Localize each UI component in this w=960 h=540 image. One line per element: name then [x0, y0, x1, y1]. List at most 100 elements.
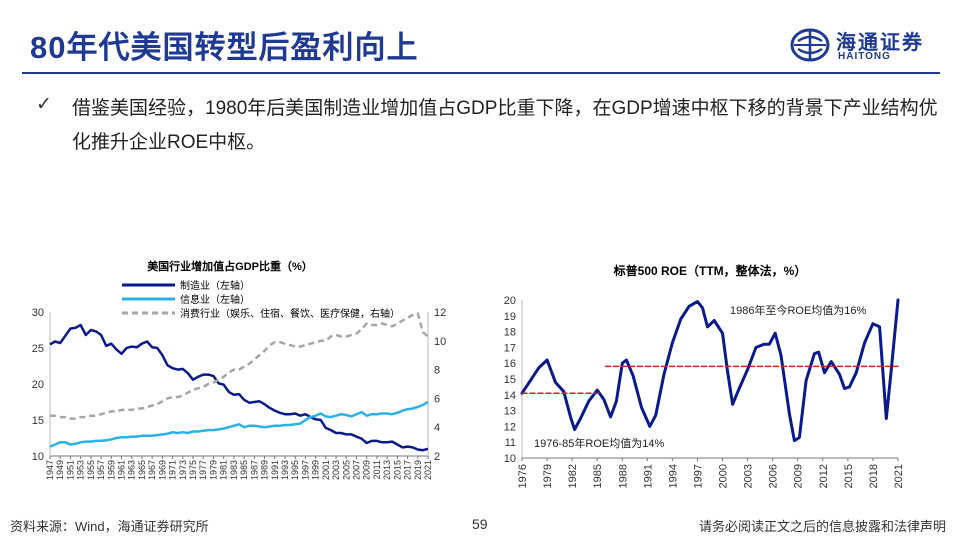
- left-x-tick-label: 1957: [96, 460, 106, 480]
- left-series-line-1: [49, 400, 429, 448]
- right-chart-y-tick-label: 11: [505, 437, 516, 449]
- left-x-tick-label: 1987: [249, 460, 259, 480]
- annotation-1976-85-mean: 1976-85年ROE均值为14%: [534, 436, 664, 450]
- left-x-tick-label: 1959: [106, 460, 116, 480]
- right-chart-x-tick-label: 2006: [768, 464, 780, 488]
- right-chart-x-tick-label: 2000: [718, 464, 730, 488]
- right-y-tick-label: 4: [434, 422, 440, 434]
- left-chart: 美国行业增加值占GDP比重（%） 制造业（左轴） 信息业（左轴） 消费行业（娱乐…: [32, 259, 447, 480]
- right-chart-y-tick-label: 12: [504, 421, 516, 433]
- left-x-tick-label: 1965: [137, 460, 147, 480]
- left-x-tick-label: 2011: [372, 460, 382, 479]
- left-y-tick-label: 30: [32, 307, 44, 319]
- page-number: 59: [472, 516, 488, 532]
- left-x-tick-label: 1973: [178, 460, 188, 480]
- left-x-tick-label: 2007: [351, 460, 361, 480]
- right-y-tick-label: 12: [434, 307, 446, 319]
- legend-label-information: 信息业（左轴）: [180, 293, 250, 306]
- roe-series-line: [520, 298, 900, 443]
- left-x-tick-label: 1961: [117, 460, 127, 480]
- left-x-tick-label: 1999: [311, 460, 321, 480]
- left-chart-legend: 制造业（左轴） 信息业（左轴） 消费行业（娱乐、住宿、餐饮、医疗保健，右轴）: [122, 279, 400, 320]
- left-x-tick-label: 1955: [86, 460, 96, 480]
- left-x-tick-label: 2009: [362, 460, 372, 480]
- left-x-tick-label: 2001: [321, 460, 331, 480]
- title-divider: [22, 72, 940, 74]
- left-x-tick-label: 2005: [341, 460, 351, 480]
- left-x-tick-label: 1969: [157, 460, 167, 480]
- legend-label-consumer: 消费行业（娱乐、住宿、餐饮、医疗保健，右轴）: [180, 307, 400, 320]
- legend-label-manufacturing: 制造业（左轴）: [180, 279, 250, 292]
- left-x-tick-label: 1971: [168, 460, 178, 480]
- right-chart-x-tick-label: 2021: [893, 464, 905, 488]
- right-y-tick-label: 6: [434, 393, 440, 405]
- right-chart-x-tick-label: 1985: [592, 464, 604, 488]
- right-chart-x-tick-label: 2018: [868, 464, 880, 488]
- right-chart-y-tick-label: 19: [504, 311, 516, 323]
- bullet-text: 借鉴美国经验，1980年后美国制造业增加值占GDP比重下降，在GDP增速中枢下移…: [72, 98, 938, 153]
- left-x-tick-label: 2019: [413, 460, 423, 480]
- left-x-tick-label: 2021: [423, 460, 433, 480]
- haitong-logo-icon: [790, 28, 830, 62]
- right-y-tick-label: 2: [434, 451, 440, 463]
- right-chart-x-tick-label: 1988: [617, 464, 629, 488]
- left-series-line-2: [50, 312, 429, 420]
- left-x-tick-label: 1979: [208, 460, 218, 480]
- right-chart-x-tick-label: 1997: [692, 464, 704, 488]
- right-chart-x-tick-label: 1982: [567, 464, 579, 488]
- annotation-1986-mean: 1986年至今ROE均值为16%: [730, 303, 867, 317]
- left-x-tick-label: 1975: [188, 460, 198, 480]
- right-chart-y-tick-label: 18: [504, 327, 516, 339]
- right-chart: 标普500 ROE（TTM，整体法，%） 10 11 12 13 14 15 16 17 18 1…: [504, 263, 905, 488]
- left-x-tick-label: 1989: [260, 460, 270, 480]
- left-y-tick-label: 15: [32, 415, 44, 427]
- right-chart-x-tick-label: 2012: [818, 464, 830, 488]
- right-chart-y-tick-label: 20: [504, 295, 516, 307]
- left-x-tick-label: 1993: [280, 460, 290, 480]
- right-chart-x-tick-label: 2003: [743, 464, 755, 488]
- right-chart-x-tick-label: 1979: [542, 464, 554, 488]
- left-y-tick-label: 20: [32, 379, 44, 391]
- haitong-logo: 海通证券 HAITONG: [790, 25, 940, 65]
- left-chart-title: 美国行业增加值占GDP比重（%）: [147, 259, 313, 273]
- right-chart-y-tick-label: 14: [504, 390, 516, 402]
- left-x-tick-label: 1983: [229, 460, 239, 480]
- left-x-tick-label: 1985: [239, 460, 249, 480]
- left-x-tick-label: 2013: [382, 460, 392, 480]
- footer-disclaimer: 请务必阅读正文之后的信息披露和法律声明: [698, 519, 946, 534]
- logo-cn-text: 海通证券: [836, 32, 924, 54]
- left-x-tick-label: 1981: [219, 460, 229, 480]
- left-x-tick-label: 1967: [147, 460, 157, 480]
- left-x-tick-label: 1997: [300, 460, 310, 480]
- left-x-tick-label: 1991: [270, 460, 280, 480]
- left-x-tick-label: 2015: [392, 460, 402, 480]
- right-chart-x-tick-label: 1994: [667, 464, 679, 488]
- left-x-tick-label: 2003: [331, 460, 341, 480]
- left-x-tick-label: 1947: [45, 460, 55, 480]
- left-series-line-0: [49, 323, 429, 452]
- logo-en-text: HAITONG: [838, 51, 891, 62]
- right-chart-x-tick-label: 2009: [793, 464, 805, 488]
- left-x-tick-label: 1963: [127, 460, 137, 480]
- right-chart-title: 标普500 ROE（TTM，整体法，%）: [613, 263, 807, 278]
- right-chart-x-tick-label: 1976: [517, 464, 529, 488]
- right-y-tick-label: 8: [434, 365, 440, 377]
- right-y-tick-label: 10: [434, 336, 446, 348]
- right-chart-y-tick-label: 16: [504, 358, 516, 370]
- left-x-tick-label: 1977: [198, 460, 208, 480]
- left-x-tick-label: 2017: [403, 460, 413, 480]
- checkmark-icon: ✓: [36, 94, 52, 115]
- footer-source: 资料来源：Wind，海通证券研究所: [10, 519, 209, 534]
- right-chart-y-tick-label: 10: [504, 453, 516, 465]
- left-y-tick-label: 10: [32, 451, 44, 463]
- right-chart-y-tick-label: 15: [504, 374, 516, 386]
- left-x-tick-label: 1949: [55, 460, 65, 480]
- left-x-tick-label: 1953: [76, 460, 86, 480]
- page-title: 80年代美国转型后盈利向上: [30, 30, 419, 65]
- right-chart-y-tick-label: 17: [504, 342, 516, 354]
- right-chart-x-tick-label: 1991: [642, 464, 654, 488]
- right-chart-y-tick-label: 13: [504, 406, 516, 418]
- left-y-tick-label: 25: [32, 343, 44, 355]
- left-x-tick-label: 1951: [65, 460, 75, 480]
